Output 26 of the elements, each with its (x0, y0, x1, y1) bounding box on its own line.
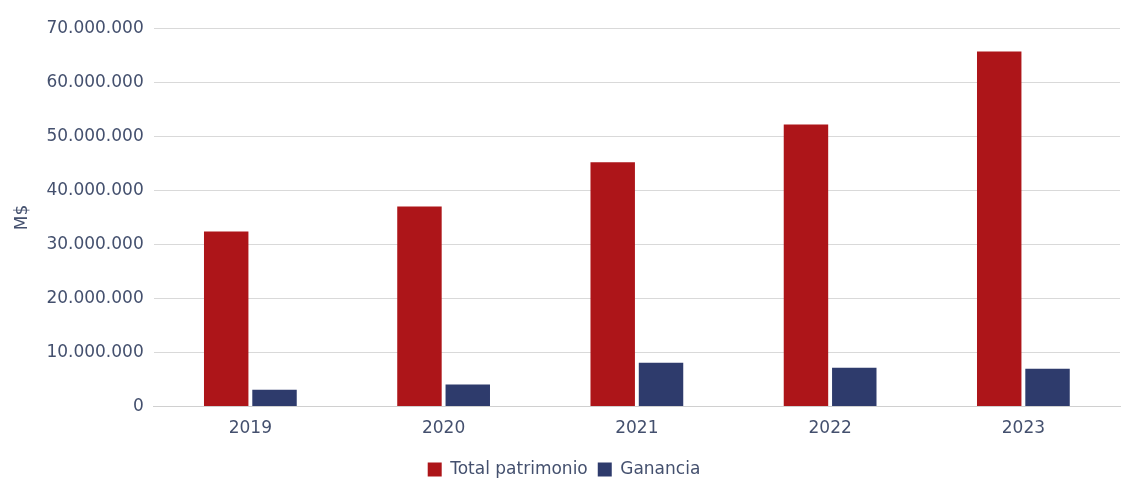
x-tick-label: 2019 (228, 417, 272, 438)
y-tick-label: 30.000.000 (46, 232, 144, 253)
y-tick-label: 60.000.000 (46, 70, 144, 91)
bar (252, 389, 297, 407)
bar (590, 162, 635, 407)
y-tick-label: 10.000.000 (46, 340, 144, 361)
x-tick-label: 2023 (1001, 417, 1046, 438)
bar (832, 367, 877, 407)
y-tick-label: 20.000.000 (46, 286, 144, 307)
legend-label: Ganancia (620, 457, 701, 478)
bar (397, 206, 442, 407)
bar (976, 51, 1022, 407)
y-axis-title: M$ (10, 204, 31, 231)
legend-label: Total patrimonio (449, 457, 588, 478)
x-tick-label: 2022 (808, 417, 852, 438)
bar (638, 362, 684, 407)
y-tick-label: 50.000.000 (46, 124, 144, 145)
bar (445, 384, 490, 407)
y-tick-label: 0 (132, 395, 144, 416)
x-tick-label: 2021 (615, 417, 659, 438)
bar (783, 124, 829, 407)
bar (1025, 368, 1070, 407)
y-tick-label: 70.000.000 (46, 16, 144, 37)
bar (203, 231, 249, 407)
y-tick-label: 40.000.000 (46, 178, 144, 199)
x-tick-label: 2020 (421, 417, 466, 438)
